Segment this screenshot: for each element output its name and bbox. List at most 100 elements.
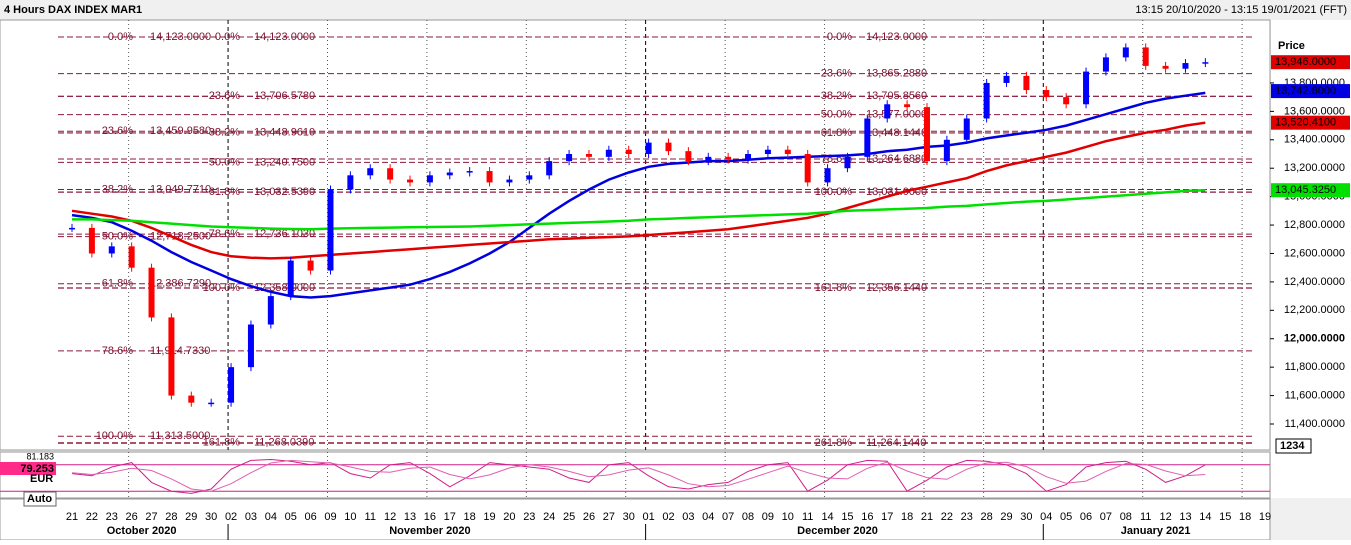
x-tick-label: 11 xyxy=(802,511,813,523)
indicator-pane xyxy=(0,451,1271,499)
x-tick-label: 17 xyxy=(444,511,456,523)
candle xyxy=(1023,75,1030,91)
candle xyxy=(188,395,195,403)
y-tick-label: 12,400.0000 xyxy=(1284,276,1345,288)
scale-mode-box xyxy=(23,491,57,507)
corner-label: 1234 xyxy=(1280,440,1305,452)
x-tick-label: 23 xyxy=(106,511,118,523)
x-tick-label: 04 xyxy=(702,511,714,523)
candle xyxy=(943,139,950,162)
price-badge xyxy=(1271,115,1350,130)
x-tick-label: 06 xyxy=(1080,511,1092,523)
candle xyxy=(1142,47,1149,66)
time-axis xyxy=(0,498,1271,541)
candle xyxy=(546,161,553,176)
candle xyxy=(904,104,911,108)
x-tick-label: 09 xyxy=(324,511,336,523)
x-tick-label: 28 xyxy=(981,511,993,523)
readout-box xyxy=(0,462,56,475)
x-tick-label: 18 xyxy=(1239,511,1251,523)
fib-price: 14,123.0000 xyxy=(866,31,927,43)
month-label: December 2020 xyxy=(797,525,878,537)
y-tick-label: 12,800.0000 xyxy=(1284,219,1345,231)
candle xyxy=(784,149,791,155)
x-tick-label: 17 xyxy=(881,511,893,523)
candle xyxy=(506,179,513,183)
month-label: January 2021 xyxy=(1121,525,1191,537)
x-tick-label: 14 xyxy=(821,511,833,523)
x-tick-label: 30 xyxy=(623,511,635,523)
candle xyxy=(526,175,533,180)
fib-pct: 78.6% xyxy=(209,228,240,240)
x-tick-label: 25 xyxy=(563,511,575,523)
candle xyxy=(884,104,891,119)
x-tick-label: 27 xyxy=(603,511,615,523)
x-tick-label: 08 xyxy=(742,511,754,523)
price-badge xyxy=(1271,55,1350,70)
fib-pct: 0.0% xyxy=(108,31,133,43)
candle xyxy=(1182,63,1189,69)
fib-price: 13,865.2880 xyxy=(866,68,927,80)
x-tick-label: 03 xyxy=(682,511,694,523)
fib-pct: 78.6% xyxy=(102,345,133,357)
candle xyxy=(1043,90,1050,98)
fib-pct: 38.2% xyxy=(821,90,852,102)
candle xyxy=(446,172,453,176)
fib-pct: 61.8% xyxy=(102,278,133,290)
candle xyxy=(387,168,394,180)
candle xyxy=(725,156,732,160)
candle xyxy=(407,179,414,183)
x-tick-label: 05 xyxy=(1060,511,1072,523)
fib-price: 13,705.8560 xyxy=(866,90,927,102)
fib-pct: 50.0% xyxy=(821,109,852,121)
y-tick-label: 11,600.0000 xyxy=(1285,389,1345,401)
x-tick-label: 02 xyxy=(662,511,674,523)
candle xyxy=(426,175,433,183)
candle xyxy=(605,149,612,157)
x-tick-label: 07 xyxy=(1100,511,1112,523)
y-tick-label: 13,200.0000 xyxy=(1284,162,1345,174)
candle xyxy=(764,149,771,155)
x-tick-label: 06 xyxy=(304,511,316,523)
x-tick-label: 23 xyxy=(523,511,535,523)
x-tick-label: 22 xyxy=(86,511,98,523)
x-tick-label: 28 xyxy=(165,511,177,523)
candle xyxy=(208,402,215,405)
y-axis-label: Price xyxy=(1278,40,1305,52)
candle xyxy=(1063,97,1070,105)
candle xyxy=(923,107,930,162)
readout: 81.183 xyxy=(26,451,54,461)
candle xyxy=(1202,62,1209,64)
x-tick-label: 05 xyxy=(285,511,297,523)
candle xyxy=(267,296,274,325)
currency: EUR xyxy=(30,473,53,485)
fib-price: 13,240.7500 xyxy=(254,156,315,168)
x-tick-label: 16 xyxy=(424,511,436,523)
candle xyxy=(844,156,851,169)
candle xyxy=(1122,47,1129,58)
fib-price: 12,356.1440 xyxy=(866,282,927,294)
candle xyxy=(367,168,374,176)
chart-title: 4 Hours DAX INDEX MAR1 xyxy=(4,4,142,16)
price-badge xyxy=(1271,84,1350,99)
x-tick-label: 15 xyxy=(841,511,853,523)
price-axis xyxy=(1271,20,1351,498)
x-tick-label: 18 xyxy=(464,511,476,523)
candle xyxy=(228,367,235,403)
x-tick-label: 15 xyxy=(1219,511,1231,523)
x-tick-label: 09 xyxy=(762,511,774,523)
candle xyxy=(1162,65,1169,69)
price-badge xyxy=(1271,183,1350,198)
x-tick-label: 01 xyxy=(642,511,654,523)
candle xyxy=(128,246,135,268)
candle xyxy=(824,168,831,183)
corner-box xyxy=(1275,438,1312,454)
x-tick-label: 22 xyxy=(941,511,953,523)
x-tick-label: 08 xyxy=(1120,511,1132,523)
x-tick-label: 10 xyxy=(344,511,356,523)
month-label: October 2020 xyxy=(107,525,177,537)
x-tick-label: 03 xyxy=(245,511,257,523)
price-badge-label: 13,045.3250 xyxy=(1275,184,1336,196)
x-tick-label: 29 xyxy=(185,511,197,523)
